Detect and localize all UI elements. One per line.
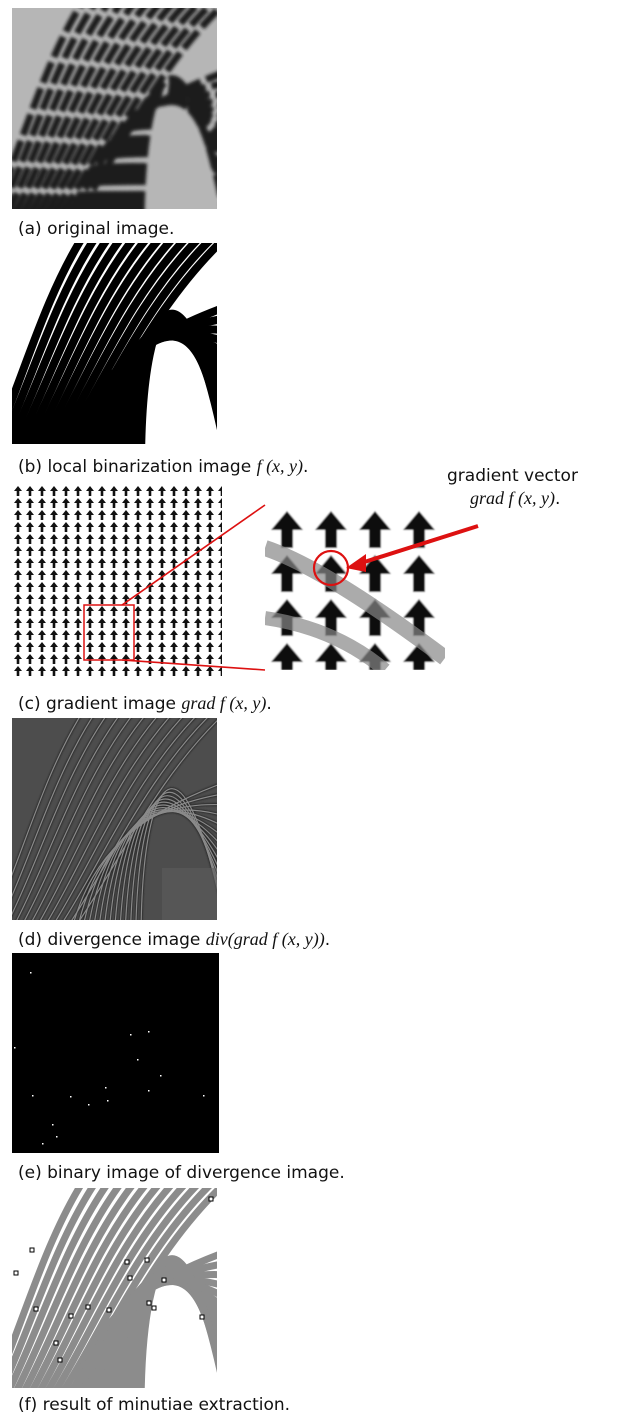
caption-c-suffix: . bbox=[266, 694, 272, 714]
ridge-line bbox=[37, 8, 161, 209]
original-fingerprint-image bbox=[12, 8, 217, 209]
ridge-line bbox=[45, 1188, 174, 1388]
ridge-line bbox=[12, 1188, 109, 1388]
ridge-line bbox=[12, 718, 106, 916]
ridge-line bbox=[86, 96, 217, 209]
ridge-line bbox=[91, 98, 217, 209]
caption-b-prefix: (b) local binarization image bbox=[18, 457, 257, 477]
ridge-line bbox=[16, 718, 119, 920]
ridge-line bbox=[55, 718, 183, 920]
caption-d: (d) divergence image div(grad f (x, y)). bbox=[18, 928, 330, 951]
binary-divergence-image bbox=[12, 953, 219, 1153]
ridge-line bbox=[12, 8, 96, 195]
ridge-line bbox=[14, 1188, 122, 1388]
caption-d-prefix: (d) divergence image bbox=[18, 930, 206, 950]
ridge-line bbox=[137, 1255, 217, 1388]
minutiae-result-image bbox=[12, 1188, 217, 1388]
caption-e-text: (e) binary image of divergence image. bbox=[18, 1163, 345, 1183]
ridge-line bbox=[12, 243, 123, 444]
gradient-vector-title: gradient vector bbox=[447, 466, 578, 486]
ridge-line bbox=[12, 243, 97, 431]
ridge-line bbox=[63, 718, 196, 920]
caption-c: (c) gradient image grad f (x, y). bbox=[18, 692, 272, 715]
ridge-line bbox=[37, 1188, 161, 1388]
ridge-line bbox=[52, 243, 187, 444]
zoom-region-box bbox=[83, 604, 135, 661]
annotation-arrow bbox=[346, 524, 479, 572]
ridge-line bbox=[21, 1188, 135, 1388]
gradient-vector-label: gradient vector bbox=[447, 465, 578, 487]
ridge-line bbox=[12, 1188, 96, 1375]
ridge-line bbox=[12, 718, 80, 877]
gradient-zoom-view bbox=[265, 508, 445, 670]
ridge-line bbox=[12, 1188, 84, 1355]
ridge-line bbox=[12, 243, 110, 444]
caption-e: (e) binary image of divergence image. bbox=[18, 1162, 345, 1184]
ridge-line bbox=[28, 243, 149, 444]
ridge-line bbox=[44, 8, 174, 209]
caption-b-math: f (x, y) bbox=[256, 456, 304, 476]
ridge-line bbox=[140, 788, 217, 920]
ridge-line bbox=[31, 718, 144, 920]
ridge-line bbox=[13, 8, 122, 209]
ridge-line bbox=[53, 1188, 187, 1388]
ridge-line bbox=[36, 243, 162, 444]
ridge-line bbox=[60, 8, 200, 209]
ridge-line bbox=[137, 75, 217, 209]
caption-f: (f) result of minutiae extraction. bbox=[18, 1394, 290, 1416]
zoom-line-top bbox=[121, 504, 266, 606]
ridge-line bbox=[61, 1188, 200, 1388]
divergence-image bbox=[12, 718, 217, 920]
caption-f-text: (f) result of minutiae extraction. bbox=[18, 1395, 291, 1415]
binarization-image bbox=[12, 243, 217, 444]
ridge-line bbox=[39, 718, 157, 920]
ridge-line bbox=[12, 8, 84, 175]
caption-d-suffix: . bbox=[324, 930, 331, 950]
gradient-vector-math: grad f (x, y) bbox=[470, 488, 555, 508]
zoom-connector bbox=[121, 504, 266, 671]
ridge-line bbox=[12, 8, 109, 209]
ridge-line bbox=[44, 243, 174, 444]
ridge-line bbox=[12, 243, 84, 411]
ridge-line bbox=[12, 718, 93, 898]
ridge-line bbox=[29, 8, 148, 209]
ridge-line bbox=[21, 8, 135, 209]
gradient-vector-suffix: . bbox=[554, 489, 561, 509]
caption-b: (b) local binarization image f (x, y). bbox=[18, 455, 308, 478]
ridge-line bbox=[132, 78, 217, 209]
ridge-line bbox=[20, 243, 136, 444]
ridge-line bbox=[59, 243, 200, 444]
caption-c-math: grad f (x, y) bbox=[181, 693, 267, 713]
gradient-vector-math-label: grad f (x, y). bbox=[470, 487, 560, 510]
zoom-line-bottom bbox=[121, 659, 266, 671]
ridge-line bbox=[47, 718, 170, 920]
ridge-line bbox=[29, 1188, 148, 1388]
gradient-image bbox=[12, 485, 222, 677]
caption-a-text: (a) original image. bbox=[18, 219, 175, 239]
caption-a: (a) original image. bbox=[18, 218, 174, 240]
caption-c-prefix: (c) gradient image bbox=[18, 694, 182, 714]
caption-b-suffix: . bbox=[303, 457, 309, 477]
ridge-line bbox=[52, 8, 187, 209]
caption-d-math: div(grad f (x, y)) bbox=[205, 929, 325, 949]
ridge-line bbox=[24, 718, 132, 920]
ridge-line bbox=[137, 309, 217, 444]
